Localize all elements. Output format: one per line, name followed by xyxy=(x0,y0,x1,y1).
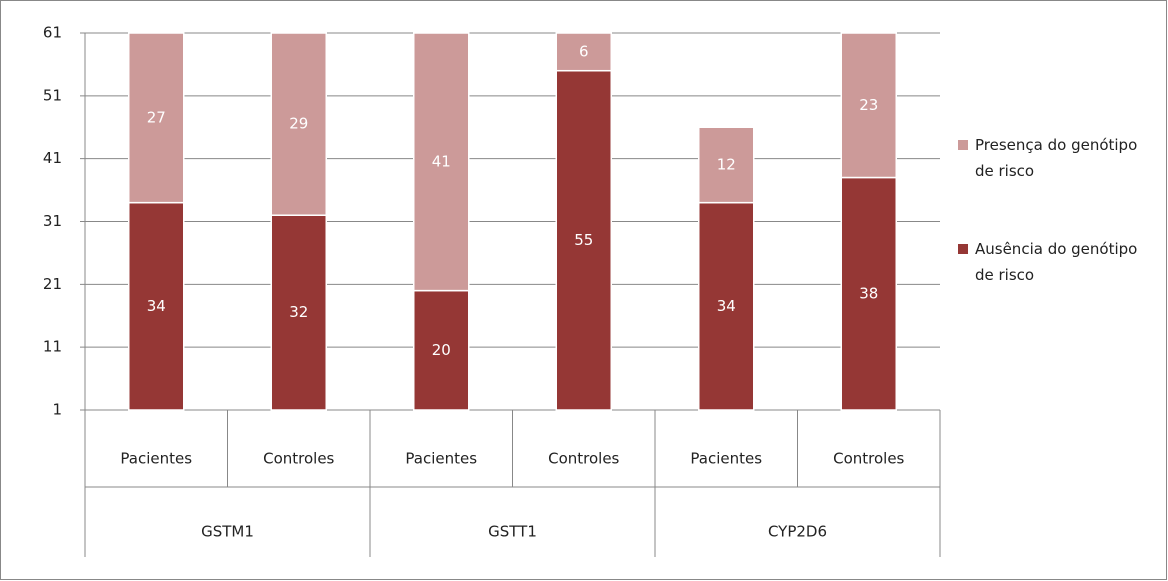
x-tick-label: Controles xyxy=(548,450,619,468)
y-tick-label: 61 xyxy=(43,24,62,42)
bar-segment xyxy=(698,126,755,204)
data-label: 34 xyxy=(147,297,166,315)
y-tick-label: 41 xyxy=(43,149,62,167)
y-tick-label: 21 xyxy=(43,275,62,293)
data-label: 29 xyxy=(289,115,308,133)
x-tick-label: Controles xyxy=(833,450,904,468)
legend-label: Ausência do genótipo de risco xyxy=(975,240,1138,284)
bar-segment xyxy=(413,32,470,292)
data-label: 41 xyxy=(432,152,451,170)
data-label: 12 xyxy=(717,155,736,173)
bar-segment xyxy=(555,32,612,72)
bar-segment xyxy=(840,32,897,179)
x-group-label: CYP2D6 xyxy=(768,523,827,541)
y-tick-label: 11 xyxy=(43,338,62,356)
x-tick-label: Controles xyxy=(263,450,334,468)
data-label: 32 xyxy=(289,303,308,321)
data-label: 23 xyxy=(859,96,878,114)
x-tick-label: Pacientes xyxy=(120,450,192,468)
data-label: 20 xyxy=(432,341,451,359)
bar-segment xyxy=(270,32,327,216)
data-label: 55 xyxy=(574,231,593,249)
data-label: 38 xyxy=(859,284,878,302)
bar-segment xyxy=(413,289,470,411)
x-tick-label: Pacientes xyxy=(405,450,477,468)
y-tick-label: 1 xyxy=(52,401,62,419)
y-tick-label: 51 xyxy=(43,86,62,104)
bar-segment xyxy=(128,201,185,411)
x-tick-label: Pacientes xyxy=(690,450,762,468)
legend-label: Presença do genótipo de risco xyxy=(975,136,1138,180)
data-label: 34 xyxy=(717,297,736,315)
bar-segment xyxy=(128,32,185,204)
bar-segment xyxy=(555,69,612,411)
legend-swatch xyxy=(958,244,968,254)
data-label: 6 xyxy=(579,42,589,60)
x-group-label: GSTT1 xyxy=(488,523,537,541)
data-label: 27 xyxy=(147,108,166,126)
legend-swatch xyxy=(958,140,968,150)
x-group-label: GSTM1 xyxy=(201,523,254,541)
y-tick-label: 31 xyxy=(43,212,62,230)
bar-segment xyxy=(270,214,327,411)
bar-segment xyxy=(698,201,755,411)
